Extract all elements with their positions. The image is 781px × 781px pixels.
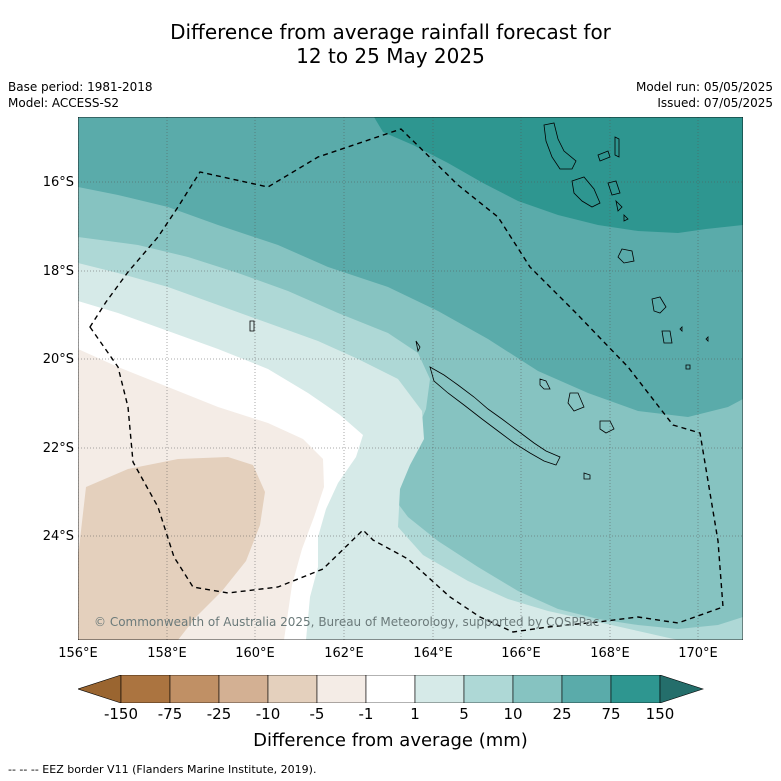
colorbar-seg-minus-5 <box>316 675 367 703</box>
colorbar-tick-plus-1: 1 <box>410 705 420 723</box>
model-text: Model: ACCESS-S2 <box>8 96 120 110</box>
island-isle-of-pines <box>583 472 591 480</box>
lon-label-156e: 156°E <box>58 646 98 661</box>
colorbar-seg-plus-25 <box>561 675 612 703</box>
zone-plus-150 <box>374 117 743 233</box>
colorbar-seg-neutral <box>365 675 416 703</box>
colorbar-tick-minus-10: -10 <box>255 705 281 723</box>
island-malekula-1 <box>607 180 621 196</box>
title-line-1: Difference from average rainfall forecas… <box>170 20 611 44</box>
colorbar-tick-minus-5: -5 <box>309 705 325 723</box>
lon-label-166e: 166°E <box>501 646 541 661</box>
island-vanuatu-north-3 <box>614 136 620 158</box>
colorbar-seg-plus-5 <box>463 675 514 703</box>
colorbar-tick-minus-1: -1 <box>358 705 374 723</box>
island-efate <box>617 248 635 264</box>
island-espiritu-santo <box>571 176 601 208</box>
colorbar-tick-minus-75: -75 <box>157 705 183 723</box>
lon-label-168e: 168°E <box>590 646 630 661</box>
colorbar-tick-plus-25: 25 <box>552 705 572 723</box>
rainfall-map: © Commonwealth of Australia 2025, Bureau… <box>78 117 743 640</box>
lat-label-20s: 20°S <box>42 352 74 367</box>
island-belep <box>415 340 421 353</box>
meta-left: Base period: 1981-2018 Model: ACCESS-S2 <box>8 79 153 111</box>
island-erromango <box>651 296 667 314</box>
eez-legend-footer: -- -- -- EEZ border V11 (Flanders Marine… <box>8 763 317 776</box>
colorbar-tick-plus-75: 75 <box>601 705 621 723</box>
colorbar-tick-plus-150: 150 <box>645 705 675 723</box>
lon-label-158e: 158°E <box>147 646 187 661</box>
island-loyalty-mare <box>599 420 615 434</box>
copyright-text: © Commonwealth of Australia 2025, Bureau… <box>94 615 599 629</box>
island-loyalty-lifou <box>567 392 585 412</box>
eez-border <box>89 128 724 633</box>
lat-label-22s: 22°S <box>42 441 74 456</box>
island-chesterfield <box>249 320 255 332</box>
island-vanuatu-north-1 <box>543 122 577 170</box>
colorbar-seg-minus-75 <box>169 675 220 703</box>
island-malekula-2 <box>615 199 623 212</box>
island-small-1 <box>623 214 629 222</box>
colorbar-tick-minus-25: -25 <box>206 705 232 723</box>
colorbar-extend-high <box>659 675 704 703</box>
colorbar <box>78 675 704 703</box>
lat-label-18s: 18°S <box>42 264 74 279</box>
colorbar-seg-minus-25 <box>218 675 269 703</box>
colorbar-seg-plus-1 <box>414 675 465 703</box>
islands <box>249 122 709 480</box>
meta-right: Model run: 05/05/2025 Issued: 07/05/2025 <box>636 79 773 111</box>
island-aneityum <box>685 364 691 370</box>
lon-label-170e: 170°E <box>678 646 718 661</box>
issued-text: Issued: 07/05/2025 <box>657 96 773 110</box>
island-new-caledonia <box>429 366 561 466</box>
lon-label-162e: 162°E <box>324 646 364 661</box>
colorbar-seg-plus-75 <box>610 675 661 703</box>
colorbar-extend-low <box>78 675 122 703</box>
zone-minus-10 <box>78 457 265 640</box>
colorbar-label: Difference from average (mm) <box>253 730 528 751</box>
island-loyalty-ouvea <box>539 378 551 390</box>
island-vanuatu-north-2 <box>597 150 611 162</box>
colorbar-seg-minus-150 <box>120 675 171 703</box>
island-tanna <box>661 330 673 344</box>
colorbar-tick-plus-10: 10 <box>503 705 523 723</box>
model-run-text: Model run: 05/05/2025 <box>635 80 773 94</box>
colorbar-tick-plus-5: 5 <box>459 705 469 723</box>
title-line-2: 12 to 25 May 2025 <box>296 44 485 68</box>
colorbar-seg-minus-10 <box>267 675 318 703</box>
island-small-3 <box>705 336 709 342</box>
island-small-2 <box>679 326 683 332</box>
colorbar-tick-minus-150: -150 <box>103 705 139 723</box>
colorbar-seg-plus-10 <box>512 675 563 703</box>
lon-label-160e: 160°E <box>235 646 275 661</box>
lon-label-164e: 164°E <box>413 646 453 661</box>
base-period-text: Base period: 1981-2018 <box>8 80 153 94</box>
lat-label-16s: 16°S <box>42 175 74 190</box>
map-title: Difference from average rainfall forecas… <box>0 20 781 68</box>
lat-label-24s: 24°S <box>42 529 74 544</box>
